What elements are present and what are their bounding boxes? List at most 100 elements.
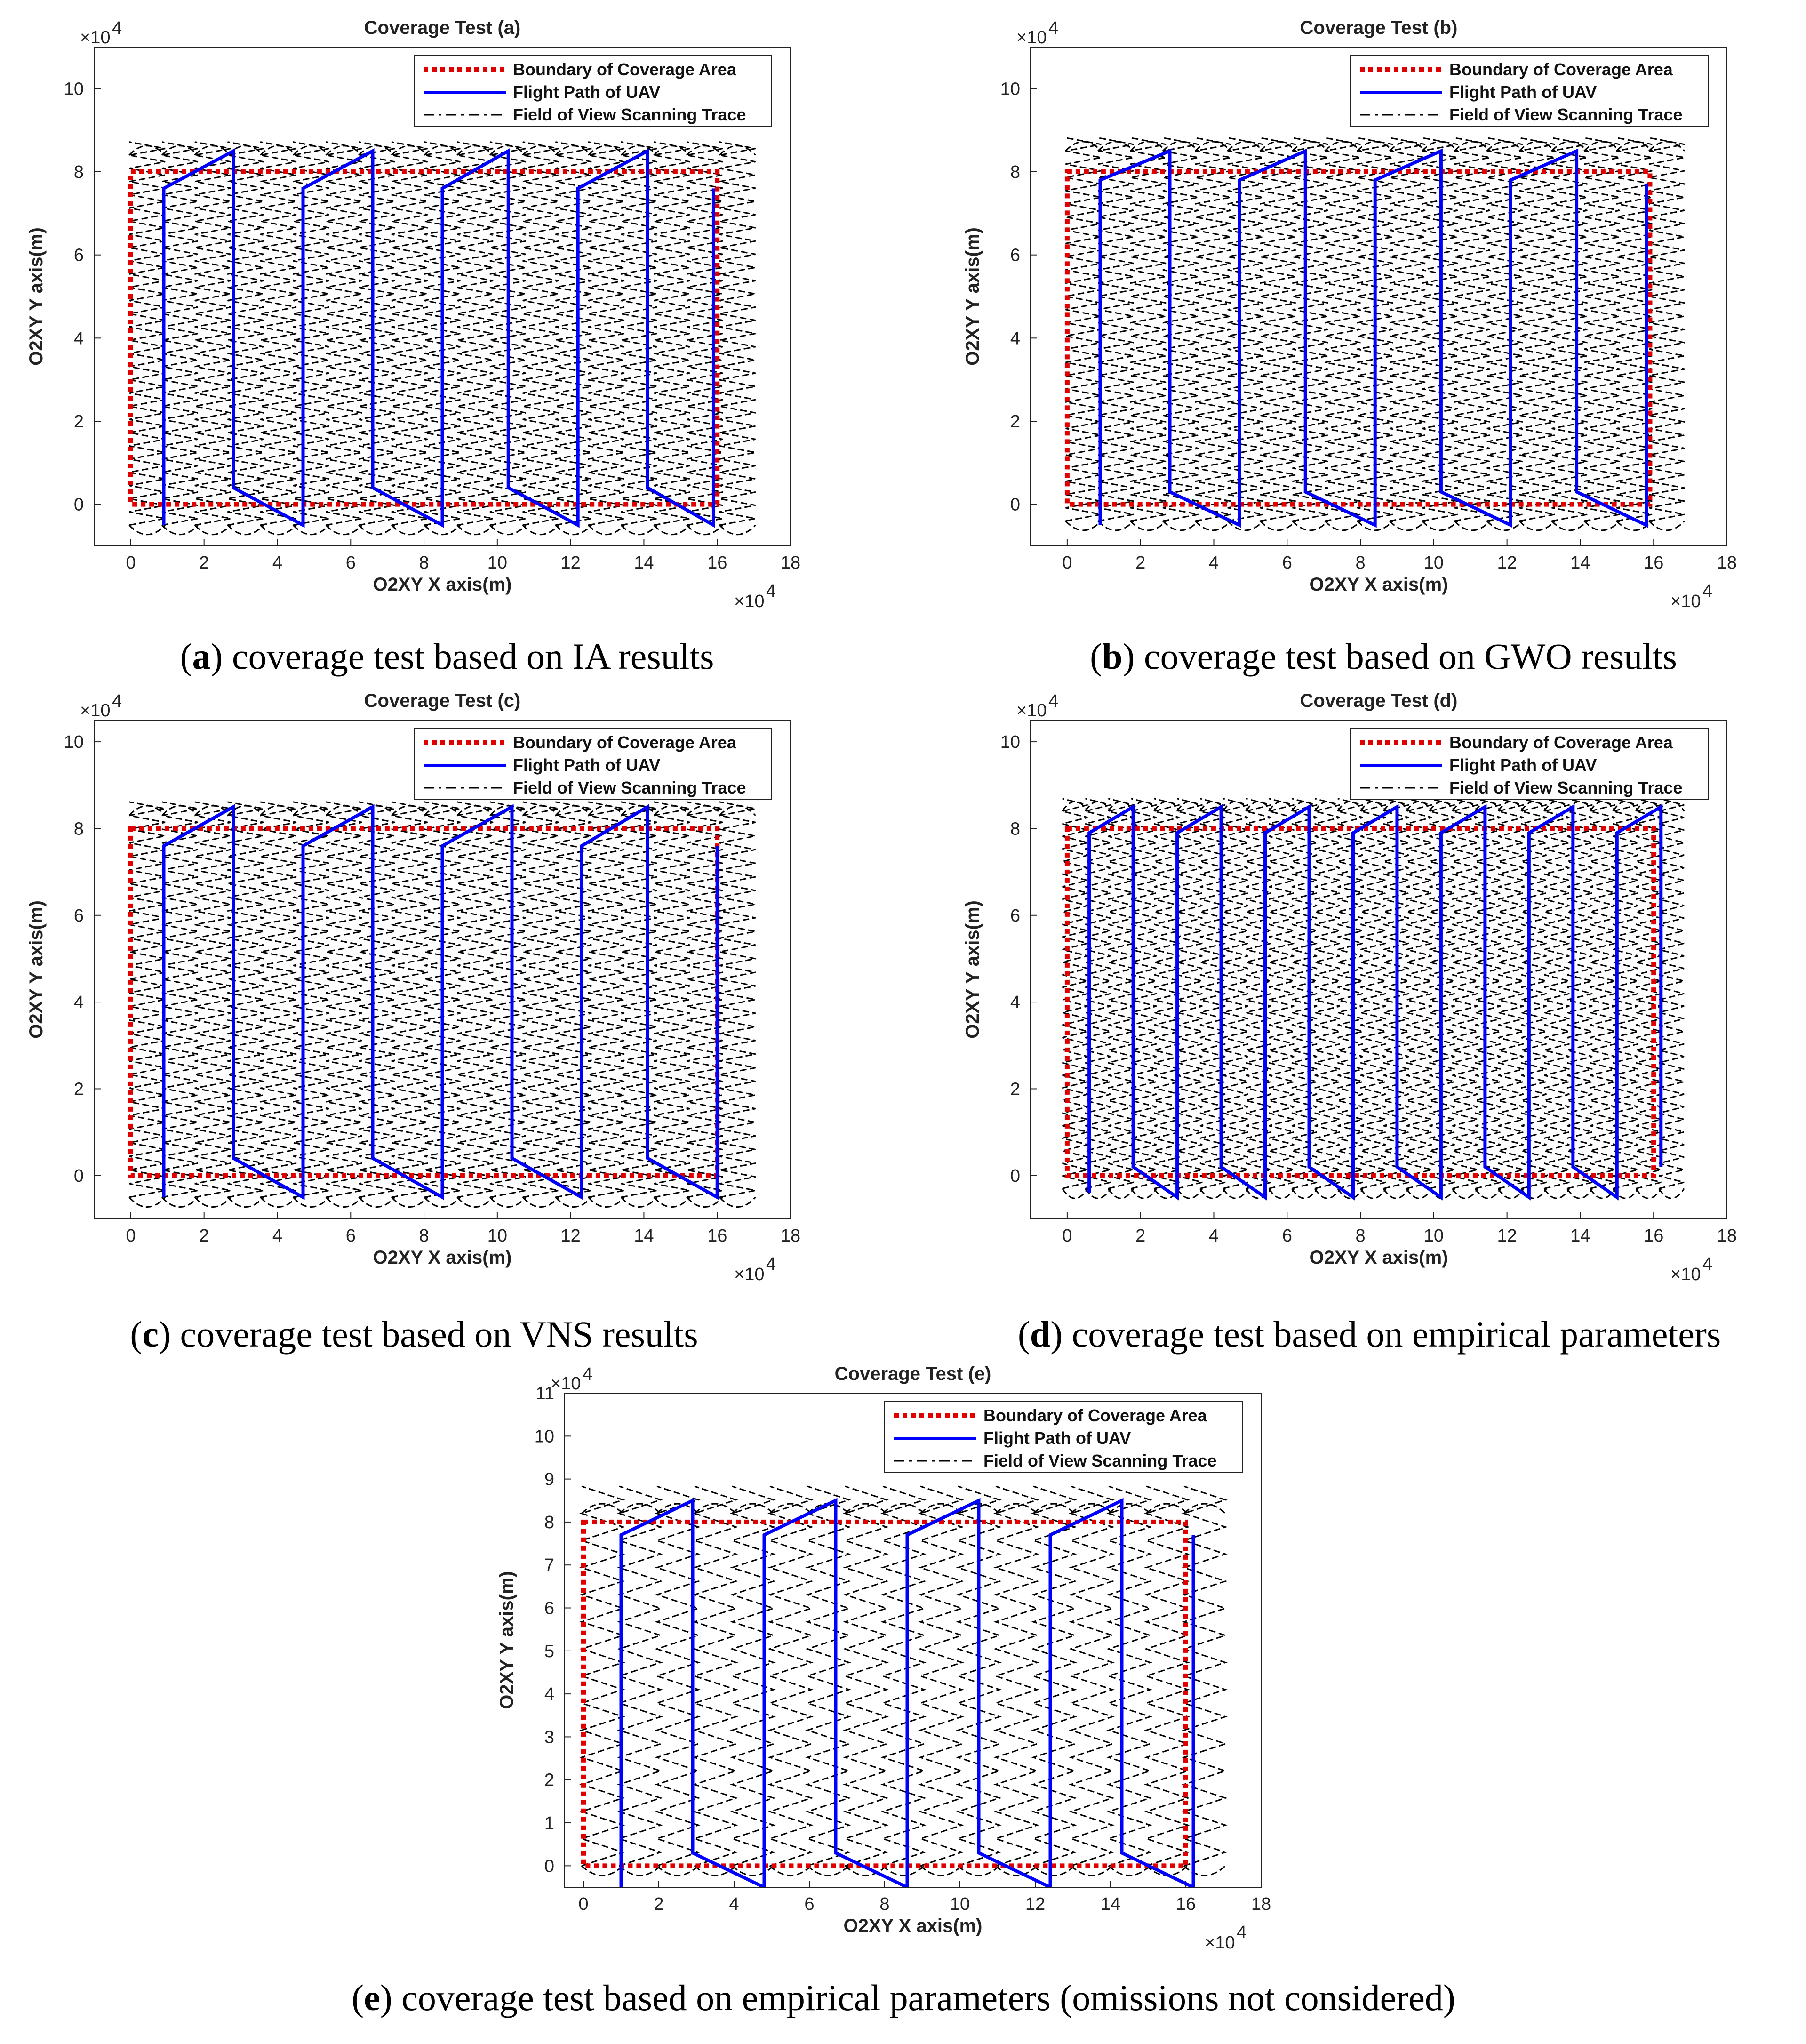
chart-title: Coverage Test (d): [1300, 690, 1458, 711]
fov-trace-cap: [1324, 141, 1361, 152]
fov-trace-cap: [588, 805, 625, 816]
fov-trace-cap: [769, 1865, 812, 1876]
fov-trace-cap: [1543, 1188, 1570, 1199]
fov-trace-cap: [1357, 141, 1394, 152]
fov-trace-cap: [1108, 1865, 1151, 1876]
fov-trace-cap: [1153, 801, 1180, 812]
fov-trace-cap: [620, 805, 658, 816]
fov-trace-cap: [1658, 1188, 1685, 1199]
fov-trace-column: [1199, 798, 1226, 1189]
fov-trace-cap: [555, 805, 592, 816]
panel-b: Coverage Test (b) ×10 4 ×10 4 0 2 4 6 8 10 12 14 16 18…: [936, 9, 1802, 635]
x-axis-label: O2XY X axis(m): [373, 574, 512, 595]
fov-trace-column: [1260, 137, 1296, 522]
fov-trace-column: [1454, 137, 1490, 522]
fov-trace-column: [1246, 798, 1271, 1189]
fov-trace-column: [359, 141, 395, 526]
panel-a: Coverage Test (a) ×10 4 ×10 4 0 2 4 6 8 10 12 14 16 18…: [0, 9, 866, 635]
fov-trace-cap: [686, 805, 723, 816]
fov-trace-cap: [1543, 801, 1570, 812]
fov-trace-cap: [1176, 1188, 1203, 1199]
fov-trace-column: [1131, 798, 1157, 1189]
legend-label: Boundary of Coverage Area: [513, 60, 737, 79]
fov-trace-cap: [161, 1196, 199, 1208]
fov-trace-cap: [653, 524, 691, 536]
fov-trace-column: [654, 141, 690, 526]
x-tick-label: 14: [1101, 1894, 1120, 1914]
fov-trace-cap: [227, 805, 264, 816]
fov-trace-cap: [292, 145, 330, 156]
fov-trace-cap: [1085, 801, 1111, 812]
y-tick-label: 10: [64, 732, 84, 752]
legend-label: Flight Path of UAV: [1449, 82, 1597, 102]
fov-trace-cap: [424, 145, 461, 156]
fov-trace-column: [489, 801, 526, 1198]
fov-trace-cap: [1062, 801, 1088, 812]
y-axis-label: O2XY Y axis(m): [496, 1571, 517, 1709]
fov-trace-column: [880, 1485, 927, 1867]
x-multiplier: ×10: [1670, 592, 1701, 611]
fov-trace-column: [1154, 798, 1180, 1189]
x-tick-label: 10: [1424, 553, 1444, 573]
x-multiplier-exp: 4: [766, 581, 776, 601]
fov-trace-cap: [581, 1503, 624, 1514]
y-multiplier-exp: 4: [1048, 691, 1058, 711]
fov-trace-cap: [424, 524, 461, 536]
y-multiplier-exp: 4: [583, 1364, 592, 1384]
fov-trace-cap: [1452, 1188, 1478, 1199]
fov-trace-column: [686, 141, 723, 526]
y-tick-label: 0: [1010, 1166, 1020, 1186]
legend: Boundary of Coverage Area Flight Path of …: [1350, 55, 1709, 127]
x-tick-label: 8: [419, 553, 429, 573]
fov-trace-column: [1452, 798, 1478, 1189]
fov-trace-cap: [391, 524, 428, 536]
fov-trace-cap: [391, 805, 428, 816]
fov-trace-column: [1291, 798, 1318, 1189]
fov-trace-cap: [1551, 141, 1588, 152]
fov-trace-column: [843, 1485, 889, 1867]
x-tick-label: 0: [1062, 553, 1072, 573]
fov-trace-cap: [1222, 1188, 1249, 1199]
fov-trace-column: [1551, 137, 1588, 522]
fov-trace-column: [358, 801, 395, 1198]
fov-trace-column: [1590, 798, 1616, 1189]
fov-trace-cap: [1454, 141, 1491, 152]
fov-trace-cap: [1520, 801, 1547, 812]
y-tick-label: 10: [1000, 79, 1020, 99]
uav-flight-path: [1098, 148, 1648, 528]
y-tick-label: 8: [74, 162, 84, 182]
fov-trace-cap: [1612, 801, 1639, 812]
fov-trace-cap: [1497, 1188, 1524, 1199]
legend: Boundary of Coverage Area Flight Path of …: [414, 55, 772, 127]
fov-trace-cap: [1648, 520, 1686, 531]
y-tick-label: 2: [74, 412, 84, 432]
y-tick-label: 11: [536, 1384, 554, 1403]
fov-trace-cap: [1475, 801, 1502, 812]
y-multiplier-exp: 4: [1048, 18, 1058, 38]
fov-trace-cap: [1389, 520, 1426, 531]
fov-trace-cap: [1145, 1503, 1189, 1514]
x-tick-label: 18: [1251, 1894, 1271, 1914]
fov-trace-cap: [719, 145, 756, 156]
fov-trace-cap: [1268, 1188, 1295, 1199]
x-tick-label: 18: [1717, 553, 1737, 573]
fov-trace-cap: [1227, 141, 1264, 152]
coverage-boundary: [581, 1519, 1188, 1868]
x-tick-label: 8: [1355, 1226, 1365, 1246]
fov-trace-column: [555, 801, 592, 1198]
x-tick-label: 0: [126, 1226, 136, 1246]
fov-trace-cap: [489, 805, 527, 816]
fov-trace-column: [1106, 1485, 1152, 1867]
fov-trace-cap: [694, 1865, 737, 1876]
legend-label: Flight Path of UAV: [983, 1428, 1131, 1448]
y-tick-label: 2: [1010, 412, 1020, 432]
x-tick-label: 12: [560, 1226, 580, 1246]
fov-trace-column: [719, 141, 756, 526]
y-tick-label: 6: [74, 906, 84, 926]
y-tick-label: 3: [544, 1727, 554, 1747]
fov-trace-column: [686, 801, 723, 1198]
fov-trace-cap: [620, 524, 658, 536]
x-multiplier: ×10: [1670, 1265, 1701, 1284]
fov-trace-cap: [1357, 520, 1394, 531]
